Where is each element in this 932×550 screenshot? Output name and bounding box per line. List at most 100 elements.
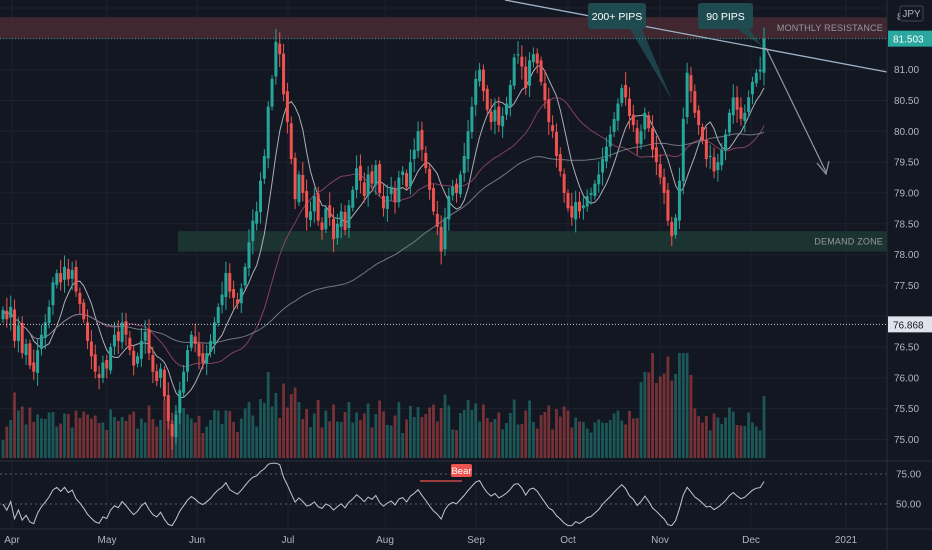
volume-bar <box>470 410 474 458</box>
volume-bar <box>631 418 635 458</box>
volume-bar <box>70 427 74 458</box>
volume-bar <box>566 410 570 458</box>
volume-bar <box>143 422 147 458</box>
candle-body <box>481 69 485 92</box>
volume-bar <box>378 400 382 458</box>
candle-body <box>624 85 628 98</box>
candle-body <box>558 154 562 172</box>
volume-bar <box>374 414 378 458</box>
volume-bar <box>751 422 754 458</box>
candle-body <box>97 374 101 378</box>
candle-body <box>608 134 612 147</box>
candle-body <box>516 54 520 56</box>
candle-body <box>466 131 470 160</box>
candle-body <box>320 222 324 230</box>
price-tick-label: 77.50 <box>894 281 919 292</box>
volume-bar <box>205 426 209 458</box>
volume-bar <box>624 424 628 458</box>
candle-body <box>405 173 409 187</box>
volume-bar <box>539 415 543 458</box>
candle-body <box>462 155 466 174</box>
candle-body <box>727 112 731 133</box>
candle-body <box>255 211 259 224</box>
volume-bar <box>28 407 32 458</box>
volume-bar <box>286 407 289 458</box>
volume-bar <box>724 417 727 458</box>
volume-bar <box>316 400 320 458</box>
volume-bar <box>701 422 704 458</box>
volume-bar <box>401 433 405 458</box>
volume-bar <box>493 419 497 458</box>
candle-body <box>585 196 589 207</box>
time-tick-label: Nov <box>651 535 669 546</box>
candle-body <box>216 306 220 323</box>
candle-body <box>312 196 316 212</box>
candle-body <box>631 114 635 126</box>
price-tag-text: 76.868 <box>893 320 924 331</box>
volume-bar <box>332 404 335 458</box>
volume-bar <box>678 353 681 458</box>
volume-bar <box>132 411 136 458</box>
candle-body <box>512 57 516 86</box>
volume-bar <box>758 430 762 458</box>
candle-body <box>689 75 693 92</box>
volume-bar <box>666 356 670 458</box>
volume-bar <box>570 427 574 458</box>
volume-bar <box>136 428 139 458</box>
volume-bar <box>312 413 316 458</box>
volume-bar <box>601 422 604 458</box>
candle-body <box>504 103 508 115</box>
candle-body <box>485 88 489 110</box>
candle-body <box>762 38 766 73</box>
candle-body <box>105 359 109 369</box>
volume-bar <box>320 427 324 458</box>
candle-body <box>347 205 351 229</box>
volume-bar <box>497 412 501 458</box>
candle-body <box>205 353 209 364</box>
volume-bar <box>424 414 428 458</box>
candle-body <box>1 310 5 320</box>
candle-body <box>497 106 501 126</box>
volume-bar <box>236 432 239 458</box>
candle-body <box>128 337 132 351</box>
volume-bar <box>562 406 566 458</box>
candle-body <box>627 98 631 116</box>
volume-bar <box>128 414 132 458</box>
candle-body <box>328 205 332 218</box>
candle-body <box>243 266 247 286</box>
candle-body <box>39 334 43 349</box>
callout-pointer <box>737 29 762 46</box>
annotations-layer: 200+ PIPS 90 PIPS <box>0 0 888 325</box>
candle-body <box>362 182 366 197</box>
volume-bar <box>443 394 447 458</box>
volume-bar <box>74 410 78 458</box>
volume-bar <box>747 412 751 458</box>
volume-bar <box>508 413 512 458</box>
candle-body <box>712 157 716 172</box>
zone-label: DEMAND ZONE <box>814 236 883 246</box>
volume-bar <box>359 420 362 458</box>
volume-bar <box>735 425 739 458</box>
volume-bar <box>489 422 493 458</box>
volume-bar <box>670 380 674 458</box>
price-tick-label: 81.00 <box>894 65 919 76</box>
price-tick-label: 80.00 <box>894 127 919 138</box>
candle-body <box>708 155 712 157</box>
zone-label: MONTHLY RESISTANCE <box>777 23 883 33</box>
candle-body <box>743 112 747 121</box>
volume-bar <box>13 392 16 458</box>
forecast-arrow-line <box>765 47 827 173</box>
volume-bar <box>243 408 247 458</box>
candle-body <box>658 163 662 178</box>
candle-body <box>332 218 336 240</box>
volume-bar <box>262 403 266 458</box>
candle-body <box>681 118 685 182</box>
volume-bar <box>139 418 143 458</box>
candle-body <box>431 188 435 212</box>
candle-body <box>520 56 524 67</box>
volume-bar <box>301 419 305 458</box>
volume-bar <box>485 418 489 458</box>
volume-bar <box>251 415 255 458</box>
candle-body <box>612 118 616 132</box>
